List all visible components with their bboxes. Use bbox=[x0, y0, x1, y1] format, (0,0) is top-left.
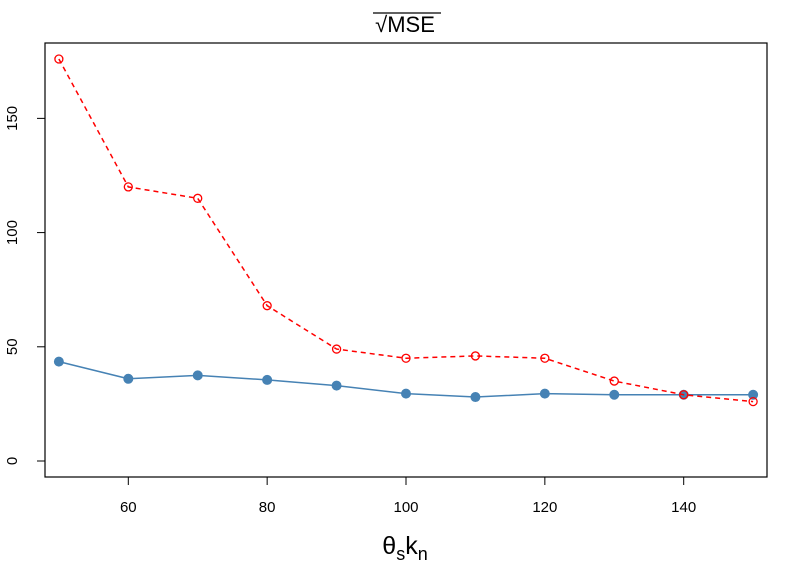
data-point bbox=[401, 353, 411, 363]
x-axis-label: θskn bbox=[382, 532, 427, 564]
data-point bbox=[470, 351, 481, 361]
data-point bbox=[609, 376, 619, 386]
data-point bbox=[193, 193, 203, 203]
data-point bbox=[540, 353, 550, 363]
y-tick-label: 50 bbox=[4, 338, 21, 355]
data-point bbox=[748, 389, 759, 400]
data-point bbox=[539, 388, 550, 399]
title-text: MSE bbox=[387, 12, 435, 37]
data-point bbox=[401, 388, 411, 399]
x-axis: 60 80 100 120 140 bbox=[120, 476, 696, 516]
data-point bbox=[609, 389, 620, 400]
data-point bbox=[123, 182, 133, 192]
series-line bbox=[58, 58, 754, 403]
x-label-theta: θ bbox=[382, 532, 396, 560]
plot-frame bbox=[44, 42, 768, 478]
x-tick-label: 120 bbox=[532, 499, 557, 516]
x-label-sub-n: n bbox=[418, 544, 428, 564]
series-layer bbox=[53, 54, 759, 407]
x-tick-label: 80 bbox=[259, 499, 276, 516]
data-point bbox=[54, 54, 64, 64]
title-sqrt-sign: √ bbox=[375, 12, 388, 37]
y-tick-label: 100 bbox=[4, 220, 21, 245]
x-label-sub-s: s bbox=[396, 544, 405, 564]
series-1 bbox=[53, 356, 759, 403]
data-point bbox=[470, 392, 481, 403]
data-point bbox=[679, 390, 689, 400]
series-2 bbox=[54, 54, 758, 407]
data-point bbox=[262, 301, 272, 311]
data-point bbox=[192, 370, 203, 381]
chart-title: √MSE bbox=[375, 12, 435, 37]
x-tick-label: 60 bbox=[120, 499, 137, 516]
x-tick-label: 100 bbox=[393, 499, 418, 516]
data-point bbox=[331, 344, 342, 354]
data-point bbox=[331, 380, 342, 391]
data-point bbox=[748, 396, 758, 407]
y-tick-label: 0 bbox=[4, 457, 21, 465]
data-point bbox=[262, 374, 273, 385]
x-tick-label: 140 bbox=[671, 499, 696, 516]
data-point bbox=[53, 356, 64, 367]
y-tick-label: 150 bbox=[4, 106, 21, 131]
x-label-k: k bbox=[405, 532, 418, 560]
data-point bbox=[123, 373, 134, 384]
y-axis: 0 50 100 150 bbox=[4, 106, 46, 465]
